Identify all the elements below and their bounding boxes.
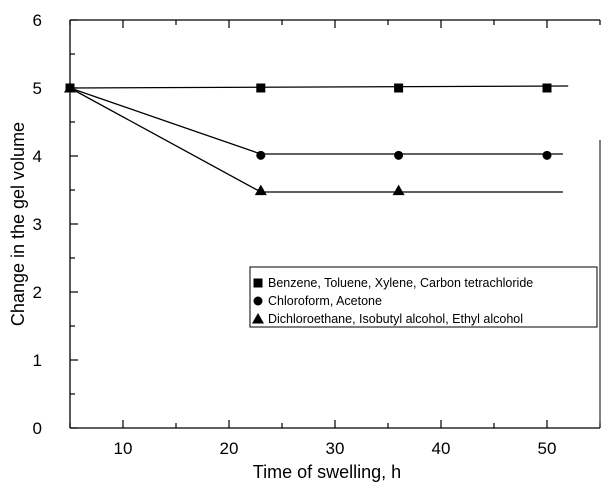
series-2-point — [254, 184, 267, 196]
legend-box — [249, 266, 598, 328]
y-tick-label: 5 — [33, 79, 42, 98]
legend: Benzene, Toluene, Xylene, Carbon tetrach… — [249, 266, 598, 328]
legend-marker-2 — [252, 313, 264, 324]
legend-marker-0 — [253, 278, 263, 288]
series-1-point — [256, 150, 266, 160]
plot-frame — [69, 19, 601, 429]
y-tick-label: 3 — [33, 215, 42, 234]
x-tick-label: 50 — [538, 439, 557, 458]
series-2-point — [392, 184, 405, 196]
series-0-point — [256, 83, 266, 93]
x-tick-label: 20 — [220, 439, 239, 458]
x-axis-label: Time of swelling, h — [253, 462, 401, 482]
y-axis-label: Change in the gel volume — [8, 122, 28, 326]
y-axis: 0 1 2 3 4 5 6 — [33, 11, 78, 438]
x-tick-label: 40 — [432, 439, 451, 458]
series-lines — [69, 85, 569, 193]
legend-label-1: Chloroform, Acetone — [268, 294, 382, 308]
series-2-point — [64, 82, 76, 93]
y-tick-label: 4 — [33, 147, 42, 166]
y-tick-label: 2 — [33, 283, 42, 302]
legend-marker-1 — [253, 296, 263, 306]
y-tick-label: 0 — [33, 419, 42, 438]
series-1-point — [394, 150, 404, 160]
series-0-point — [394, 83, 404, 93]
y-tick-label: 6 — [33, 11, 42, 30]
legend-label-2: Dichloroethane, Isobutyl alcohol, Ethyl … — [268, 312, 523, 326]
x-tick-label: 30 — [326, 439, 345, 458]
x-tick-label: 10 — [114, 439, 133, 458]
series-line-0 — [69, 85, 569, 89]
y-tick-label: 1 — [33, 351, 42, 370]
series-1-point — [542, 150, 552, 160]
series-line-1 — [69, 87, 563, 155]
x-axis: 10 20 30 40 50 — [69, 20, 601, 458]
series-markers — [64, 82, 552, 196]
legend-label-0: Benzene, Toluene, Xylene, Carbon tetrach… — [268, 276, 533, 290]
series-line-2 — [69, 87, 563, 193]
series-0-point — [542, 83, 552, 93]
